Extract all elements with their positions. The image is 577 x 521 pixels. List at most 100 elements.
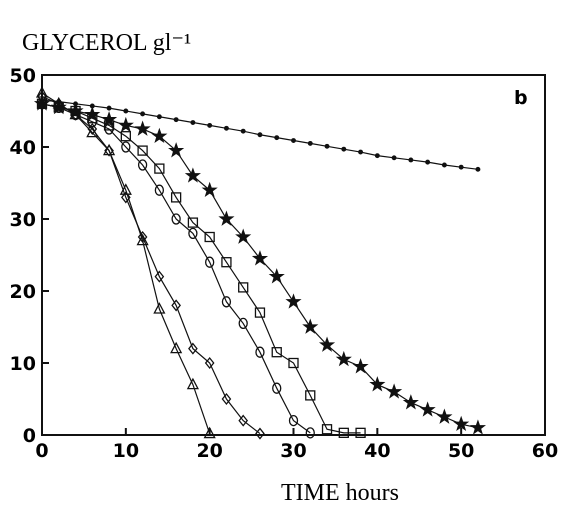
marker [205,256,215,268]
marker [288,357,299,369]
marker [201,181,218,198]
marker [240,128,246,134]
marker [171,213,181,225]
x-axis-label: TIME hours [281,480,399,506]
marker [238,282,249,293]
x-tick-label: 10 [113,440,139,462]
marker [408,157,414,163]
y-axis-label: GLYCEROL gl⁻¹ [22,30,191,56]
marker [140,111,146,117]
marker [221,257,232,268]
marker [341,146,347,152]
marker [338,427,349,438]
marker [101,111,118,127]
series-line [41,96,261,435]
marker [37,98,47,110]
marker [207,122,213,128]
marker [302,318,319,334]
y-tick-label: 10 [10,353,36,375]
marker [271,347,282,358]
marker [171,299,181,312]
marker [154,270,165,283]
marker [251,250,269,266]
marker [170,192,182,203]
marker [255,346,265,358]
marker [436,408,453,424]
x-tick-label: 0 [35,440,48,462]
marker [254,307,266,318]
marker [453,415,470,432]
marker [291,138,296,143]
marker [168,142,185,158]
marker [419,401,436,417]
marker [173,117,179,123]
marker [257,132,263,138]
plot-frame [41,74,546,436]
marker [154,184,165,196]
marker [285,293,302,309]
marker [87,113,98,124]
y-tick-label: 0 [23,425,36,447]
marker [288,414,299,427]
marker [238,317,248,330]
x-tick-label: 20 [196,440,222,462]
marker [386,383,403,399]
series-line [41,103,361,434]
series-line [41,103,311,434]
y-tick-label: 20 [10,281,36,303]
marker [203,426,216,439]
marker [35,86,49,98]
marker [358,149,364,155]
marker [137,159,148,171]
marker [137,145,148,156]
marker [218,210,235,226]
marker [391,155,397,161]
marker [204,231,215,243]
series-line [41,92,211,434]
marker [86,125,99,138]
marker [355,427,366,438]
marker [305,427,315,439]
y-tick-label: 30 [10,209,36,231]
marker [190,120,196,125]
marker [87,122,98,136]
marker [335,350,352,367]
marker [221,296,232,308]
marker [119,183,132,195]
x-tick-label: 30 [280,440,306,462]
marker [117,116,134,133]
panel-label: b [514,87,528,109]
marker [318,336,336,352]
marker [134,120,151,136]
marker [156,114,162,120]
marker [184,167,201,183]
marker [268,268,285,284]
x-tick-label: 60 [532,440,558,462]
marker [374,153,380,159]
marker [425,159,431,165]
marker [441,162,447,168]
marker [188,342,198,355]
x-tick-label: 40 [364,440,390,462]
marker [123,108,129,114]
marker [352,358,369,374]
marker [221,392,232,406]
marker [458,164,464,170]
x-tick-label: 50 [448,440,474,462]
marker [104,123,114,135]
marker [52,96,65,109]
marker [307,140,313,146]
marker [186,377,199,390]
marker [272,382,282,394]
y-tick-label: 40 [10,137,36,159]
marker [402,394,419,410]
marker [475,166,481,172]
marker [136,233,149,246]
marker [305,390,316,401]
marker [223,125,229,131]
marker [102,143,116,156]
marker [274,135,280,141]
marker [238,414,249,427]
marker [188,227,198,240]
marker [369,376,386,392]
